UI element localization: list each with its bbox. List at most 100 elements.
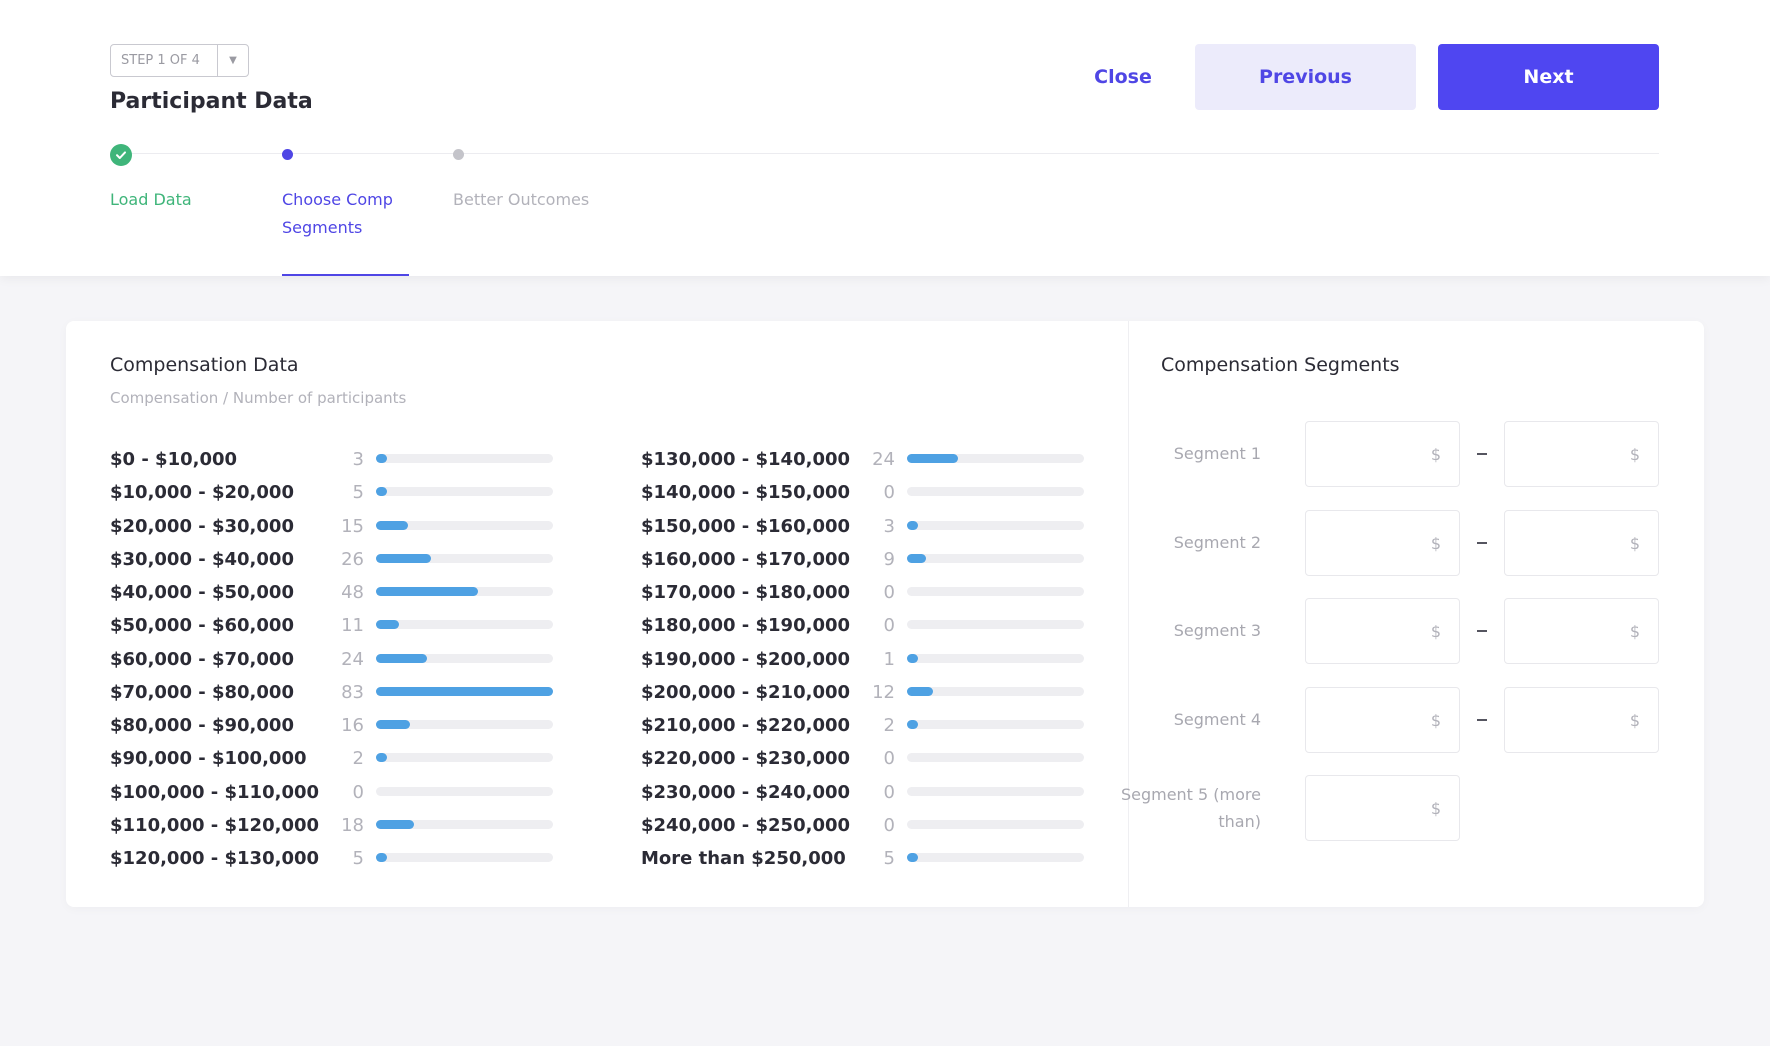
participant-count: 18 bbox=[341, 814, 364, 836]
step-choose-comp-segments[interactable]: Choose Comp Segments bbox=[282, 190, 393, 237]
compensation-row: $50,000 - $60,000 11 bbox=[110, 613, 553, 637]
chevron-down-icon[interactable]: ▼ bbox=[229, 55, 237, 66]
participant-count: 24 bbox=[341, 648, 364, 670]
step-indicator-label: STEP 1 OF 4 bbox=[121, 53, 200, 68]
participant-bar-track bbox=[376, 720, 553, 729]
segment-label: Segment 1 bbox=[1173, 444, 1261, 463]
participant-bar-track bbox=[907, 687, 1084, 696]
compensation-data-subtitle: Compensation / Number of participants bbox=[110, 389, 407, 407]
compensation-row: $240,000 - $250,000 0 bbox=[641, 813, 1084, 837]
participant-count: 0 bbox=[352, 781, 364, 803]
range-separator bbox=[1477, 719, 1487, 721]
compensation-row: More than $250,000 5 bbox=[641, 846, 1084, 870]
participant-bar-track bbox=[907, 654, 1084, 663]
participant-count: 0 bbox=[883, 481, 895, 503]
participant-bar bbox=[907, 521, 918, 530]
compensation-range-label: $110,000 - $120,000 bbox=[110, 814, 320, 836]
compensation-range-label: $100,000 - $110,000 bbox=[110, 781, 320, 803]
compensation-range-label: $170,000 - $180,000 bbox=[641, 581, 851, 603]
participant-count: 0 bbox=[883, 781, 895, 803]
participant-bar bbox=[376, 521, 408, 530]
compensation-row: $110,000 - $120,000 18 bbox=[110, 813, 553, 837]
next-button[interactable]: Next bbox=[1438, 44, 1659, 110]
participant-count: 0 bbox=[883, 614, 895, 636]
compensation-row: $220,000 - $230,000 0 bbox=[641, 746, 1084, 770]
range-separator bbox=[1477, 542, 1487, 544]
compensation-row: $130,000 - $140,000 24 bbox=[641, 447, 1084, 471]
participant-bar bbox=[907, 687, 933, 696]
segment-max-input[interactable]: $ bbox=[1504, 421, 1659, 487]
segment-max-input[interactable]: $ bbox=[1504, 687, 1659, 753]
participant-bar bbox=[907, 720, 918, 729]
participant-bar-track bbox=[907, 587, 1084, 596]
participant-bar-track bbox=[376, 654, 553, 663]
compensation-row: $80,000 - $90,000 16 bbox=[110, 713, 553, 737]
participant-bar bbox=[376, 587, 478, 596]
compensation-row: $90,000 - $100,000 2 bbox=[110, 746, 553, 770]
participant-count: 3 bbox=[352, 448, 364, 470]
segment-min-input[interactable]: $ bbox=[1305, 421, 1460, 487]
compensation-range-label: $30,000 - $40,000 bbox=[110, 548, 294, 570]
step-better-outcomes[interactable]: Better Outcomes bbox=[453, 190, 590, 209]
participant-count: 24 bbox=[872, 448, 895, 470]
step-load-data[interactable]: Load Data bbox=[110, 190, 192, 209]
participant-bar bbox=[907, 853, 918, 862]
participant-bar-track bbox=[376, 521, 553, 530]
compensation-range-label: $200,000 - $210,000 bbox=[641, 681, 851, 703]
participant-bar bbox=[376, 554, 431, 563]
close-button[interactable]: Close bbox=[1094, 66, 1152, 88]
segment-label: Segment 4 bbox=[1173, 710, 1261, 729]
participant-count: 2 bbox=[352, 747, 364, 769]
participant-bar-track bbox=[376, 820, 553, 829]
compensation-row: $210,000 - $220,000 2 bbox=[641, 713, 1084, 737]
segment-min-input[interactable]: $ bbox=[1305, 598, 1460, 664]
compensation-range-label: $90,000 - $100,000 bbox=[110, 747, 307, 769]
participant-bar-track bbox=[376, 587, 553, 596]
compensation-row: $190,000 - $200,000 1 bbox=[641, 647, 1084, 671]
compensation-row: $170,000 - $180,000 0 bbox=[641, 580, 1084, 604]
compensation-row: $0 - $10,000 3 bbox=[110, 447, 553, 471]
participant-count: 11 bbox=[341, 614, 364, 636]
dollar-icon: $ bbox=[1629, 444, 1640, 464]
compensation-range-label: More than $250,000 bbox=[641, 847, 846, 869]
participant-count: 12 bbox=[872, 681, 895, 703]
wizard-header: STEP 1 OF 4 ▼ Participant Data Close Pre… bbox=[0, 0, 1770, 276]
participant-bar-track bbox=[907, 820, 1084, 829]
step-dropdown[interactable]: STEP 1 OF 4 ▼ bbox=[110, 44, 249, 77]
participant-bar bbox=[907, 654, 918, 663]
participant-count: 0 bbox=[883, 747, 895, 769]
segment-max-input[interactable]: $ bbox=[1504, 510, 1659, 576]
dollar-icon: $ bbox=[1430, 798, 1441, 818]
segment-min-input[interactable]: $ bbox=[1305, 510, 1460, 576]
participant-bar bbox=[376, 687, 553, 696]
compensation-row: $30,000 - $40,000 26 bbox=[110, 547, 553, 571]
previous-button[interactable]: Previous bbox=[1195, 44, 1416, 110]
participant-bar-track bbox=[376, 620, 553, 629]
dollar-icon: $ bbox=[1430, 621, 1441, 641]
participant-bar-track bbox=[376, 487, 553, 496]
participant-count: 3 bbox=[883, 515, 895, 537]
compensation-row: $140,000 - $150,000 0 bbox=[641, 480, 1084, 504]
participant-bar-track bbox=[376, 554, 553, 563]
participant-count: 5 bbox=[883, 847, 895, 869]
segment-min-input[interactable]: $ bbox=[1305, 775, 1460, 841]
participant-bar-track bbox=[376, 853, 553, 862]
compensation-row: $200,000 - $210,000 12 bbox=[641, 680, 1084, 704]
compensation-range-label: $230,000 - $240,000 bbox=[641, 781, 851, 803]
compensation-row: $60,000 - $70,000 24 bbox=[110, 647, 553, 671]
check-icon bbox=[110, 144, 132, 166]
participant-count: 83 bbox=[341, 681, 364, 703]
compensation-row: $20,000 - $30,000 15 bbox=[110, 514, 553, 538]
segment-min-input[interactable]: $ bbox=[1305, 687, 1460, 753]
participant-count: 48 bbox=[341, 581, 364, 603]
participant-count: 16 bbox=[341, 714, 364, 736]
participant-bar bbox=[907, 554, 926, 563]
compensation-row: $230,000 - $240,000 0 bbox=[641, 780, 1084, 804]
participant-bar-track bbox=[376, 787, 553, 796]
segment-max-input[interactable]: $ bbox=[1504, 598, 1659, 664]
participant-bar-track bbox=[376, 753, 553, 762]
compensation-data-title: Compensation Data bbox=[110, 354, 299, 376]
compensation-range-label: $120,000 - $130,000 bbox=[110, 847, 320, 869]
dollar-icon: $ bbox=[1430, 444, 1441, 464]
page-title: Participant Data bbox=[110, 89, 313, 114]
